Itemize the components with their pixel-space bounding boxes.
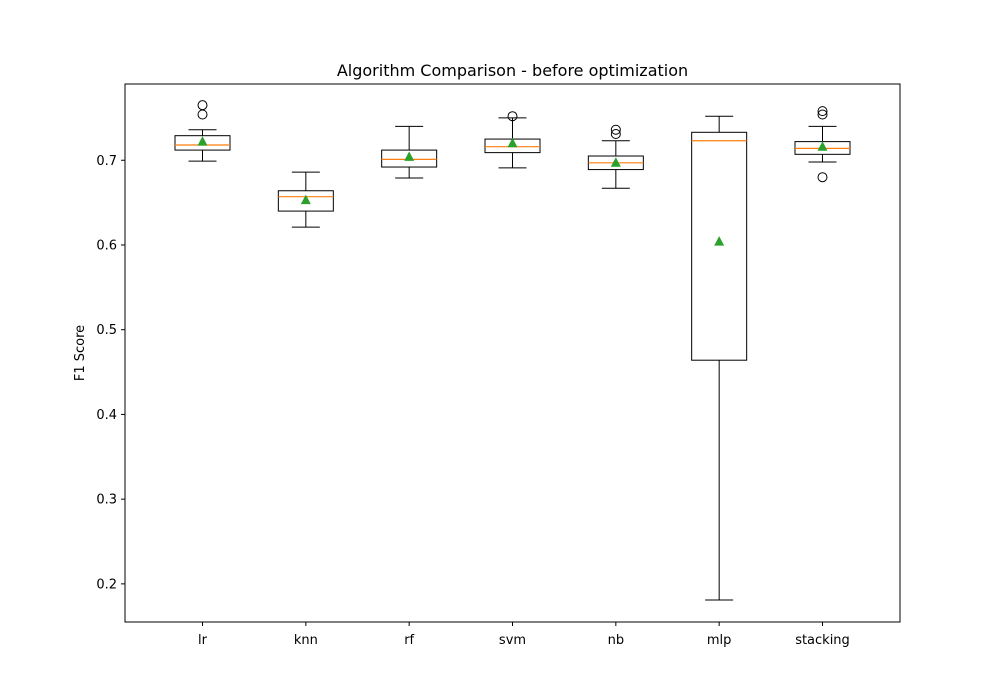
box-group-svm (484, 111, 541, 169)
y-axis-label: F1 Score (73, 325, 88, 381)
chart-title: Algorithm Comparison - before optimizati… (337, 61, 688, 80)
box-group-rf (381, 125, 438, 179)
outlier-point (197, 109, 208, 120)
iqr-box (691, 131, 748, 361)
x-tick-label: stacking (795, 633, 850, 648)
x-tick-label: nb (608, 633, 625, 648)
x-tick-label: lr (198, 633, 208, 648)
mean-marker (610, 157, 621, 167)
mean-marker (197, 136, 208, 146)
x-tick-label: rf (404, 633, 414, 648)
box-group-lr (174, 100, 231, 162)
mean-marker (404, 151, 415, 161)
mean-marker (714, 236, 725, 246)
box-group-stacking (794, 106, 851, 183)
outlier-point (817, 109, 828, 120)
box-group-nb (587, 124, 644, 189)
x-tick-label: knn (294, 633, 318, 648)
mean-marker (507, 137, 518, 148)
y-axis: 0.2 0.3 0.4 0.5 0.6 0.7 (96, 154, 125, 592)
x-tick-label: mlp (707, 633, 732, 648)
y-tick-label: 0.3 (96, 493, 117, 508)
outlier-point (507, 111, 518, 122)
outlier-point (610, 124, 621, 135)
x-tick-label: svm (499, 633, 526, 648)
y-tick-label: 0.6 (96, 238, 117, 253)
iqr-box (174, 135, 231, 151)
y-tick-label: 0.5 (96, 323, 117, 338)
x-axis: lr knn rf svm nb mlp stacking (198, 622, 850, 648)
mean-marker (817, 141, 828, 151)
outlier-point (817, 172, 828, 183)
box-group-knn (277, 171, 334, 228)
iqr-box (277, 190, 334, 212)
box-group-mlp (691, 115, 748, 601)
iqr-box (381, 149, 438, 168)
outlier-point (817, 106, 828, 117)
y-tick-label: 0.2 (96, 577, 117, 592)
mean-marker (300, 194, 311, 205)
y-tick-label: 0.7 (96, 154, 117, 169)
plot-marks (174, 100, 851, 601)
outlier-point (610, 128, 621, 139)
y-tick-label: 0.4 (96, 408, 117, 423)
